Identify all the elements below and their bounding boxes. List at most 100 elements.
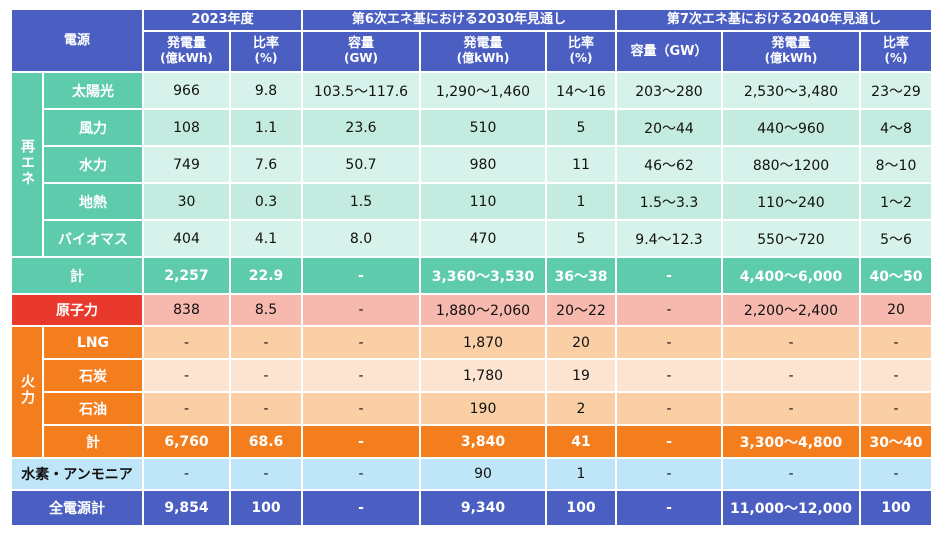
cell: 46～62: [617, 147, 721, 182]
cell: 440～960: [723, 110, 859, 145]
cell: 11: [547, 147, 615, 182]
cell: 3,840: [421, 426, 545, 457]
row-label-coal: 石炭: [44, 360, 142, 391]
cell: 1,880～2,060: [421, 295, 545, 325]
cell: -: [231, 327, 301, 358]
cell: 8.0: [303, 221, 419, 256]
cell: 1,780: [421, 360, 545, 391]
cell: -: [617, 393, 721, 424]
cell: 1.5: [303, 184, 419, 219]
cell: -: [144, 360, 229, 391]
cell: 1: [547, 184, 615, 219]
cell: 4.1: [231, 221, 301, 256]
cell: 2,200～2,400: [723, 295, 859, 325]
cell: 1.5～3.3: [617, 184, 721, 219]
cell: 110: [421, 184, 545, 219]
cell: 50.7: [303, 147, 419, 182]
table-row: バイオマス 404 4.1 8.0 470 5 9.4～12.3 550～720…: [12, 221, 931, 256]
cell: -: [617, 459, 721, 489]
cell: 1,290～1,460: [421, 73, 545, 108]
cell: 68.6: [231, 426, 301, 457]
cell: -: [617, 327, 721, 358]
cell: -: [861, 459, 931, 489]
cell: 190: [421, 393, 545, 424]
table-row: 全電源計 9,854 100 - 9,340 100 - 11,000～12,0…: [12, 491, 931, 525]
cell: 22.9: [231, 258, 301, 293]
cell: 30～40: [861, 426, 931, 457]
cell: 23.6: [303, 110, 419, 145]
row-label-nuclear: 原子力: [12, 295, 142, 325]
source-header: 電源: [12, 10, 142, 71]
cell: 1～2: [861, 184, 931, 219]
cell: 103.5～117.6: [303, 73, 419, 108]
row-label-oil: 石油: [44, 393, 142, 424]
cell: 30: [144, 184, 229, 219]
cell: -: [617, 491, 721, 525]
cell: 550～720: [723, 221, 859, 256]
cell: -: [231, 393, 301, 424]
capacity-header-2040: 容量（GW）: [617, 32, 721, 71]
cell: -: [861, 327, 931, 358]
cell: -: [303, 327, 419, 358]
cell: 203～280: [617, 73, 721, 108]
cell: -: [303, 258, 419, 293]
cell: 20: [547, 327, 615, 358]
ratio-header-2023: 比率 (%): [231, 32, 301, 71]
table-row: 再エネ 太陽光 966 9.8 103.5～117.6 1,290～1,460 …: [12, 73, 931, 256]
cell: 0.3: [231, 184, 301, 219]
row-label-thermal-total: 計: [44, 426, 142, 457]
table-row: 原子力 838 8.5 - 1,880～2,060 20～22 - 2,200～…: [12, 295, 931, 325]
cell: 1,870: [421, 327, 545, 358]
row-label-geothermal: 地熱: [44, 184, 142, 219]
cell: -: [303, 459, 419, 489]
cell: -: [231, 360, 301, 391]
cell: 40～50: [861, 258, 931, 293]
cell: 838: [144, 295, 229, 325]
cell: -: [303, 360, 419, 391]
cell: 1: [547, 459, 615, 489]
cell: -: [144, 393, 229, 424]
cell: -: [723, 393, 859, 424]
cell: -: [303, 393, 419, 424]
row-label-grand-total: 全電源計: [12, 491, 142, 525]
cell: 20～44: [617, 110, 721, 145]
group-7th-plan-header: 第7次エネ基における2040年見通し: [617, 10, 931, 30]
cell: 90: [421, 459, 545, 489]
cell: -: [723, 360, 859, 391]
cell: 966: [144, 73, 229, 108]
cell: 20～22: [547, 295, 615, 325]
cell: 14～16: [547, 73, 615, 108]
cell: 9,854: [144, 491, 229, 525]
row-label-wind: 風力: [44, 110, 142, 145]
cell: 20: [861, 295, 931, 325]
capacity-header-2030: 容量 (GW): [303, 32, 419, 71]
table-row: 石炭 - - - 1,780 19 - - -: [12, 360, 931, 391]
cell: 510: [421, 110, 545, 145]
cell: -: [617, 258, 721, 293]
cell: 5: [547, 221, 615, 256]
cell: 880～1200: [723, 147, 859, 182]
ratio-header-2030: 比率 (%): [547, 32, 615, 71]
table-row: 水素・アンモニア - - - 90 1 - - -: [12, 459, 931, 489]
table-row: 石油 - - - 190 2 - - -: [12, 393, 931, 424]
cell: -: [723, 327, 859, 358]
cell: 980: [421, 147, 545, 182]
table-row: 水力 749 7.6 50.7 980 11 46～62 880～1200 8～…: [12, 147, 931, 182]
cell: 100: [547, 491, 615, 525]
cell: -: [303, 426, 419, 457]
cell: -: [303, 295, 419, 325]
cell: -: [144, 327, 229, 358]
cell: 8.5: [231, 295, 301, 325]
generation-header-2040: 発電量 (億kWh): [723, 32, 859, 71]
cell: 108: [144, 110, 229, 145]
cell: -: [861, 360, 931, 391]
cell: 4～8: [861, 110, 931, 145]
cell: 23～29: [861, 73, 931, 108]
cell: 6,760: [144, 426, 229, 457]
cell: 2,530～3,480: [723, 73, 859, 108]
table-row: 火力 LNG - - - 1,870 20 - - -: [12, 327, 931, 457]
row-label-hydrogen-ammonia: 水素・アンモニア: [12, 459, 142, 489]
cell: 7.6: [231, 147, 301, 182]
cell: 404: [144, 221, 229, 256]
cell: 100: [861, 491, 931, 525]
